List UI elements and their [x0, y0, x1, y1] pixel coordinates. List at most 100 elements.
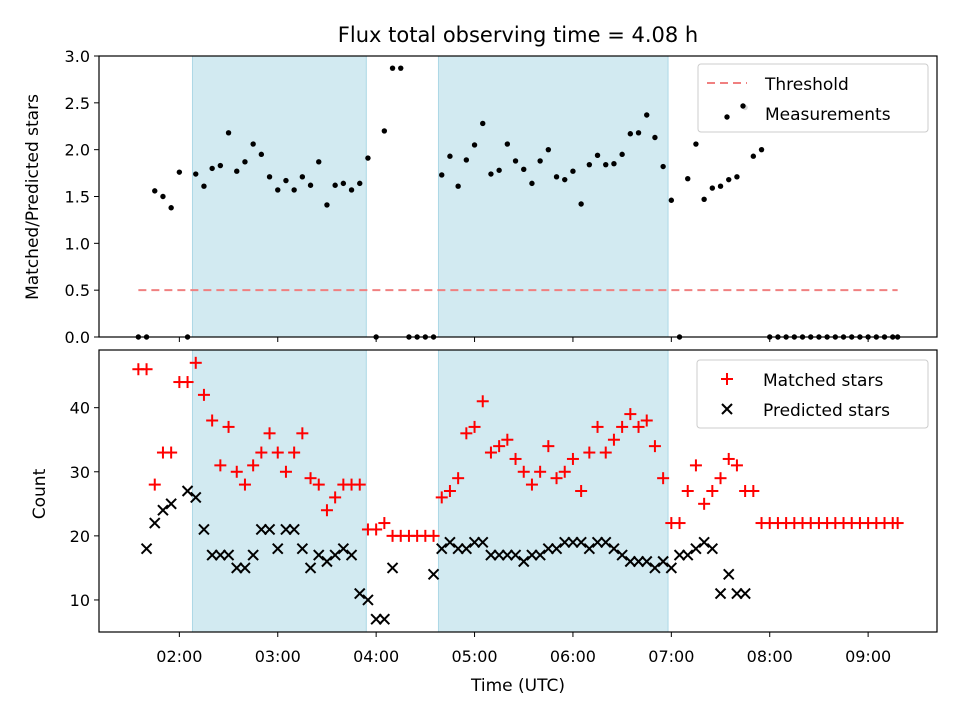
measurement-point: [644, 112, 650, 118]
measurement-point: [586, 161, 593, 168]
measurement-point: [750, 153, 757, 159]
predicted-stars-point: [313, 549, 325, 561]
legend-matched-label: Matched stars: [763, 371, 883, 391]
matched-stars-point: [648, 440, 661, 453]
predicted-stars-point: [190, 491, 202, 504]
matched-stars-point: [534, 465, 547, 478]
y-tick-label: 0.0: [65, 328, 90, 347]
matched-stars-point: [525, 478, 538, 491]
predicted-stars-point: [542, 542, 555, 555]
predicted-stars-point: [354, 587, 366, 600]
predicted-stars-point: [468, 536, 481, 548]
measurement-point: [455, 183, 461, 189]
matched-stars-point: [640, 414, 653, 427]
matched-stars-point: [353, 478, 366, 491]
x-tick-label: 05:00: [451, 647, 497, 666]
observing-span: [191, 55, 367, 338]
legend-box: [696, 359, 929, 429]
predicted-stars-point: [657, 555, 669, 568]
y-tick-label: 20: [70, 527, 90, 546]
measurement-point: [439, 172, 445, 178]
matched-stars-point: [501, 433, 514, 446]
matched-stars-point: [427, 529, 440, 542]
matched-stars-point: [296, 427, 309, 440]
predicted-stars-point: [690, 542, 702, 555]
matched-stars-point: [583, 446, 596, 459]
predicted-stars-point: [272, 542, 284, 555]
y-axis-ticks: 0.0 0.5 1.0 1.5 2.0 2.5 3.0: [65, 47, 99, 347]
measurement-point: [504, 141, 511, 147]
measurement-point: [160, 193, 166, 200]
measurement-point: [570, 168, 576, 174]
matched-stars-point: [689, 459, 702, 472]
matched-stars-point: [673, 517, 686, 530]
measurement-point: [603, 161, 609, 168]
measurement-point: [275, 187, 281, 193]
predicted-stars-point: [649, 562, 661, 574]
matched-stars-point: [558, 465, 571, 478]
y-tick-label: 10: [70, 591, 90, 610]
measurement-point: [299, 174, 306, 180]
measurement-point: [594, 152, 601, 158]
measurement-point: [168, 205, 174, 211]
matched-stars-point: [370, 523, 383, 536]
predicted-stars-point: [247, 549, 259, 561]
predicted-stars-point: [616, 549, 628, 561]
matched-stars-point: [452, 472, 465, 485]
matched-stars-point: [378, 517, 391, 530]
measurement-point: [488, 171, 494, 177]
predicted-stars-point: [641, 555, 653, 568]
measurement-point: [258, 151, 265, 158]
panel-ratio: 0.0 0.5 1.0 1.5 2.0 2.5 3.0 Matched/Predicted …: [23, 47, 938, 347]
matched-stars-point: [599, 446, 612, 459]
x-tick-label: 03:00: [255, 647, 301, 666]
matched-stars-point: [247, 459, 260, 472]
measurement-point: [619, 151, 625, 158]
matched-stars-point: [255, 446, 268, 459]
measurement-point: [578, 201, 584, 207]
measurement-point: [152, 188, 158, 194]
measurement-point: [635, 130, 642, 136]
predicted-stars-point: [427, 568, 440, 581]
y-tick-label: 1.5: [65, 188, 90, 207]
predicted-stars-point: [329, 549, 341, 561]
legend-matched-swatch: [721, 373, 733, 385]
predicted-stars-point: [739, 587, 751, 600]
matched-stars-point: [189, 356, 202, 369]
predicted-stars-point: [140, 542, 153, 555]
measurement-point: [176, 169, 183, 175]
predicted-stars-point: [632, 555, 645, 568]
measurement-point: [553, 174, 560, 180]
x-tick-label: 09:00: [845, 647, 891, 666]
predicted-stars-point: [673, 549, 686, 561]
chart-title: Flux total observing time = 4.08 h: [338, 23, 698, 47]
predicted-stars-point: [452, 542, 464, 555]
matched-stars-point: [891, 517, 904, 530]
y-axis-ticks: 10 20 30 40: [70, 399, 99, 610]
matched-stars-point: [329, 491, 342, 504]
measurement-point: [758, 146, 765, 153]
measurement-point: [291, 187, 297, 193]
measurement-point: [685, 176, 691, 182]
predicted-stars-point: [288, 523, 300, 536]
measurement-point: [480, 120, 486, 127]
matched-stars-point: [165, 446, 178, 459]
legend-threshold-label: Threshold: [764, 75, 849, 95]
predicted-stars-point: [222, 549, 235, 561]
predicted-stars-point: [362, 594, 374, 606]
predicted-stars-point: [214, 549, 227, 561]
measurement-point: [250, 141, 256, 147]
matched-stars-point: [517, 465, 530, 478]
matched-stars-point: [288, 446, 301, 459]
measurement-point: [316, 159, 322, 165]
matched-stars-point: [197, 388, 210, 401]
predicted-stars-point: [534, 549, 546, 561]
measurement-point: [717, 183, 724, 189]
predicted-stars-point: [485, 549, 497, 561]
predicted-stars-point: [321, 555, 333, 568]
legend: Threshold Measurements: [697, 63, 929, 133]
predicted-stars-point: [386, 562, 399, 574]
matched-stars-point: [476, 395, 489, 408]
measurement-point: [242, 159, 248, 165]
